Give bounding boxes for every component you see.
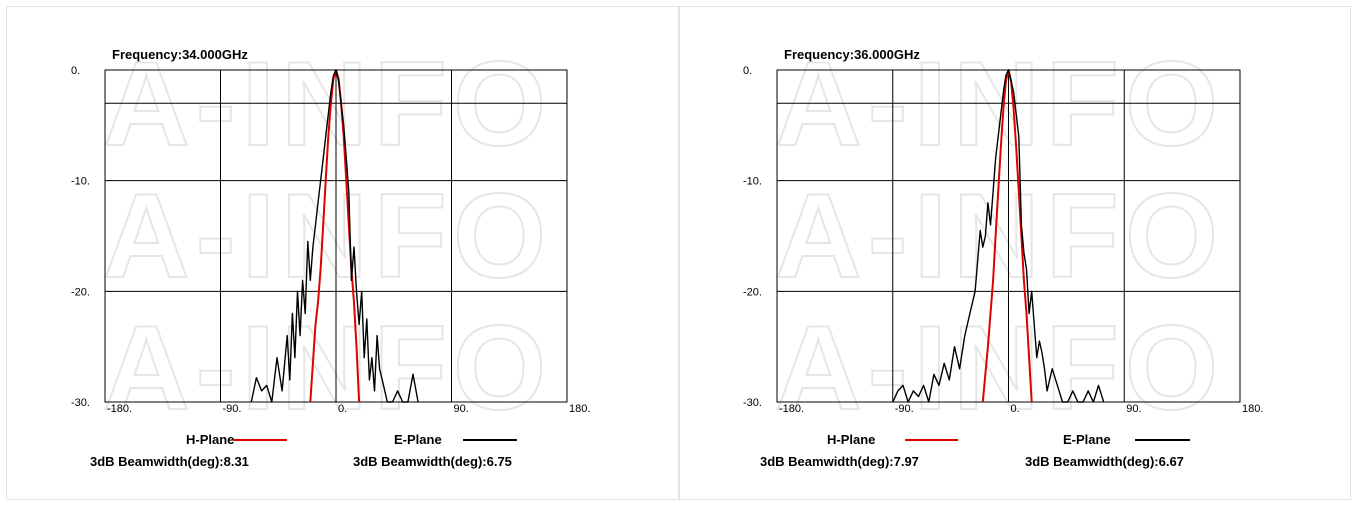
watermark-text: A-INFO: [775, 169, 1224, 303]
y-tick-label: -10.: [71, 176, 90, 188]
y-tick-label: -20.: [71, 286, 90, 298]
e-plane-line: [250, 69, 419, 403]
chart-panel-34ghz: A-INFO A-INFO A-INFO Frequency:34.000GHz…: [6, 6, 679, 500]
y-tick-label: -20.: [743, 286, 762, 298]
watermark-text: A-INFO: [103, 169, 552, 303]
legend-e-plane-label: E-Plane: [1063, 432, 1111, 447]
x-tick-label: -90.: [895, 403, 914, 415]
x-tick-label: 0.: [1011, 403, 1020, 415]
x-tick-label: -180.: [107, 403, 132, 415]
x-tick-label: 0.: [338, 403, 347, 415]
legend-h-plane-beamwidth: 3dB Beamwidth(deg):7.97: [760, 454, 919, 469]
radiation-pattern-chart-36ghz: A-INFO A-INFO A-INFO Frequency:36.000GHz…: [743, 36, 1263, 469]
y-tick-label: -30.: [743, 397, 762, 409]
legend-h-plane-label: H-Plane: [827, 432, 875, 447]
radiation-pattern-chart-34ghz: A-INFO A-INFO A-INFO Frequency:34.000GHz…: [71, 36, 590, 469]
legend-h-plane-beamwidth: 3dB Beamwidth(deg):8.31: [90, 454, 249, 469]
x-tick-label: 90.: [454, 403, 469, 415]
x-tick-label: 180.: [569, 403, 590, 415]
legend-h-plane-label: H-Plane: [186, 432, 234, 447]
legend-e-plane-beamwidth: 3dB Beamwidth(deg):6.75: [353, 454, 512, 469]
chart-title: Frequency:34.000GHz: [112, 47, 248, 62]
y-tick-label: -10.: [743, 176, 762, 188]
x-tick-label: 180.: [1242, 403, 1263, 415]
x-tick-label: -180.: [779, 403, 804, 415]
y-tick-label: -30.: [71, 397, 90, 409]
y-tick-label: 0.: [743, 65, 752, 77]
chart-title: Frequency:36.000GHz: [784, 47, 920, 62]
x-tick-label: 90.: [1126, 403, 1141, 415]
legend-e-plane-label: E-Plane: [394, 432, 442, 447]
legend-e-plane-beamwidth: 3dB Beamwidth(deg):6.67: [1025, 454, 1184, 469]
e-plane-line: [892, 69, 1105, 403]
y-tick-label: 0.: [71, 65, 80, 77]
x-tick-label: -90.: [223, 403, 242, 415]
watermark-text: A-INFO: [775, 301, 1224, 435]
watermark-text: A-INFO: [103, 301, 552, 435]
chart-panel-36ghz: A-INFO A-INFO A-INFO Frequency:36.000GHz…: [679, 6, 1351, 500]
